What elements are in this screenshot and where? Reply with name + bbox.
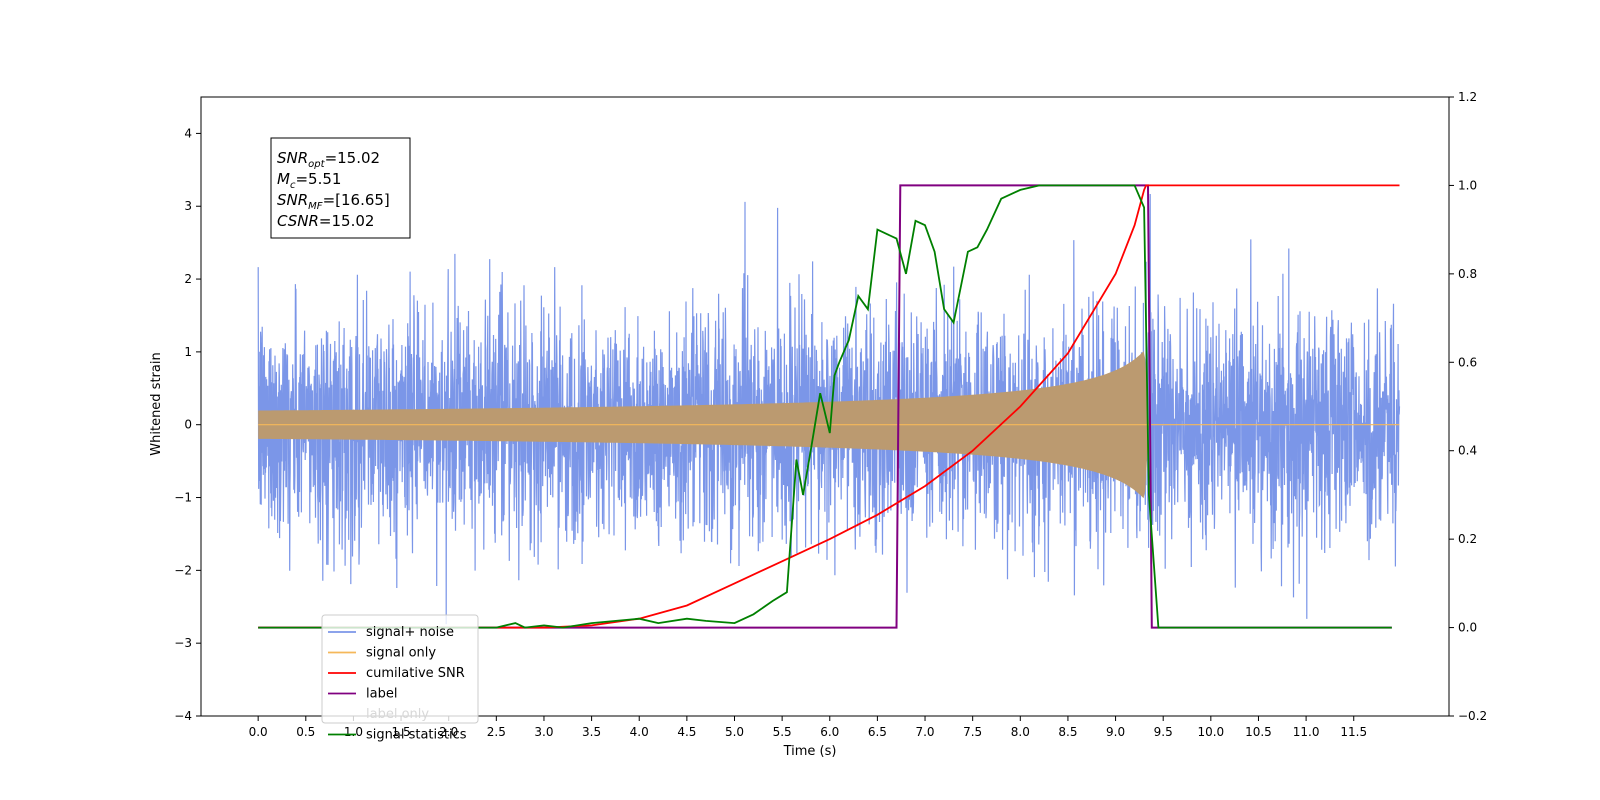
y2-tick-label: −0.2 — [1458, 709, 1487, 723]
series-signal-noise — [257, 193, 1401, 625]
x-tick-label: 9.0 — [1106, 725, 1125, 739]
x-tick-label: 2.0 — [439, 725, 458, 739]
y2-tick-label: 0.0 — [1458, 621, 1477, 635]
legend-entry: signal only — [366, 646, 436, 661]
legend-entry: label only — [366, 707, 429, 722]
legend-entry: cumilative SNR — [366, 666, 465, 681]
x-tick-label: 7.5 — [963, 725, 982, 739]
y-tick-label: 2 — [184, 272, 192, 286]
metrics-annotation-box: SNRopt=15.02Mc=5.51SNRMF=[16.65]CSNR=15.… — [270, 137, 411, 239]
y-tick-label: −4 — [174, 709, 192, 723]
y-tick-label: −1 — [174, 491, 192, 505]
annotation-line: SNRopt=15.02 — [277, 149, 380, 170]
x-tick-label: 2.5 — [487, 725, 506, 739]
legend-entry: label — [366, 687, 397, 702]
x-tick-label: 9.5 — [1154, 725, 1173, 739]
y2-tick-label: 0.4 — [1458, 444, 1477, 458]
x-tick-label: 11.5 — [1340, 725, 1367, 739]
annotation-line: SNRMF=[16.65] — [277, 191, 390, 212]
y-tick-label: 4 — [184, 126, 192, 140]
x-tick-label: 10.0 — [1197, 725, 1224, 739]
y2-tick-label: 0.6 — [1458, 355, 1477, 369]
legend-entry: signal+ noise — [366, 625, 454, 640]
y-tick-label: 0 — [184, 418, 192, 432]
plot-area — [257, 184, 1401, 629]
y-tick-label: −2 — [174, 563, 192, 577]
y-tick-label: 3 — [184, 199, 192, 213]
axes: 0.0 0.5 1.0 1.5 2.0 2.5 3.0 3.5 4.0 4.5 5.0 5.5 6.0 6… — [174, 90, 1487, 739]
y-tick-label: 1 — [184, 345, 192, 359]
y2-tick-label: 0.8 — [1458, 267, 1477, 281]
y2-tick-label: 0.2 — [1458, 532, 1477, 546]
legend: signal+ noise signal only cumilative SNR la… — [321, 614, 479, 743]
x-tick-label: 8.0 — [1011, 725, 1030, 739]
legend-entry: signal statistics — [366, 728, 467, 743]
x-tick-label: 4.5 — [677, 725, 696, 739]
x-axis-label: Time (s) — [783, 744, 837, 759]
series-signal-statistics — [258, 184, 1392, 629]
x-tick-label: 5.0 — [725, 725, 744, 739]
y-axis-label: Whitened strain — [149, 352, 164, 455]
x-tick-label: 4.0 — [630, 725, 649, 739]
x-tick-label: 1.5 — [392, 725, 411, 739]
plot-frame — [200, 96, 1450, 717]
x-tick-label: 0.5 — [296, 725, 315, 739]
y2-tick-label: 1.0 — [1458, 178, 1477, 192]
x-tick-label: 3.0 — [534, 725, 553, 739]
y2-tick-label: 1.2 — [1458, 90, 1477, 104]
x-tick-label: 1.0 — [344, 725, 363, 739]
x-tick-label: 7.0 — [915, 725, 934, 739]
y-tick-label: −3 — [174, 636, 192, 650]
x-tick-label: 11.0 — [1293, 725, 1320, 739]
annotation-line: Mc=5.51 — [277, 170, 341, 191]
x-tick-label: 6.0 — [820, 725, 839, 739]
x-tick-label: 3.5 — [582, 725, 601, 739]
x-tick-label: 10.5 — [1245, 725, 1272, 739]
x-tick-label: 6.5 — [868, 725, 887, 739]
x-tick-label: 8.5 — [1058, 725, 1077, 739]
x-tick-label: 5.5 — [773, 725, 792, 739]
annotation-line: CSNR=15.02 — [277, 212, 374, 230]
x-tick-label: 0.0 — [249, 725, 268, 739]
